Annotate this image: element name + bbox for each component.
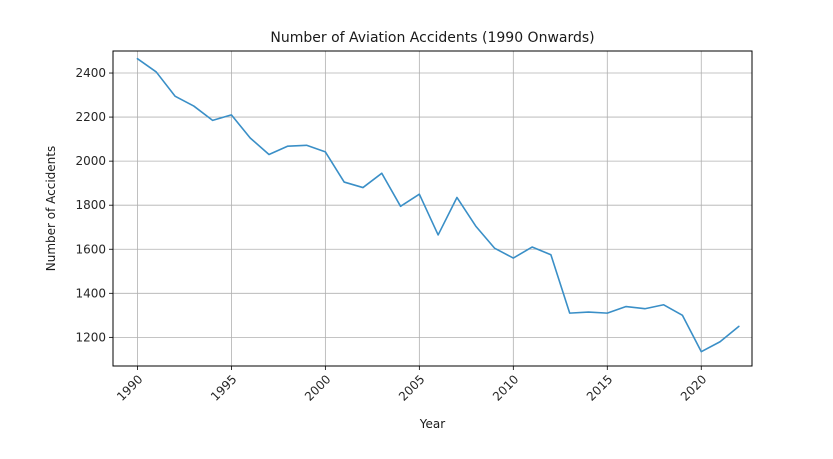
x-axis: 1990 1995 2000 2005 2010 2015 2020 <box>114 366 709 404</box>
y-tick-label: 2200 <box>75 110 106 124</box>
y-tick-label: 2000 <box>75 154 106 168</box>
y-tick-label: 1200 <box>75 330 106 344</box>
x-tick-label: 1995 <box>208 372 239 403</box>
y-tick-label: 1400 <box>75 286 106 300</box>
chart-title: Number of Aviation Accidents (1990 Onwar… <box>270 30 594 46</box>
grid <box>113 51 752 366</box>
x-tick-label: 2010 <box>490 372 521 403</box>
plot-frame <box>112 50 753 367</box>
series-line <box>136 57 740 353</box>
x-tick-label: 1990 <box>114 372 145 403</box>
x-tick-label: 2000 <box>302 372 333 403</box>
y-tick-label: 2400 <box>75 66 106 80</box>
y-axis: 1200 1400 1600 1800 2000 2200 2400 <box>75 66 113 344</box>
series-layer <box>136 57 740 353</box>
y-tick-label: 1800 <box>75 198 106 212</box>
x-axis-label: Year <box>419 417 445 431</box>
x-tick-label: 2020 <box>678 372 709 403</box>
y-tick-label: 1600 <box>75 242 106 256</box>
y-axis-label: Number of Accidents <box>44 146 58 272</box>
x-tick-label: 2005 <box>396 372 427 403</box>
x-tick-label: 2015 <box>584 372 615 403</box>
